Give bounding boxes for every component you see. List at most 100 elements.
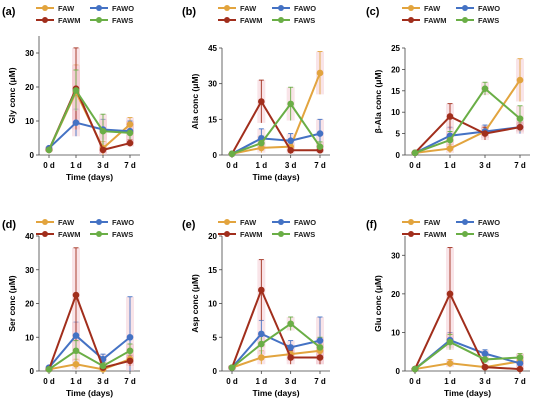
legend-label: FAW (424, 4, 441, 13)
legend-label: FAWM (240, 230, 263, 239)
x-tick-label: 7 d (514, 161, 526, 170)
panel-label: (c) (366, 6, 380, 18)
data-point (126, 129, 134, 137)
data-point (516, 76, 524, 84)
x-axis-title: Time (days) (252, 172, 299, 182)
y-tick-label: 30 (25, 266, 34, 275)
data-point (411, 149, 419, 157)
data-point (258, 98, 265, 105)
data-point (411, 365, 419, 373)
data-point (446, 359, 454, 367)
x-tick-label: 1 d (70, 161, 82, 170)
y-tick-label: 15 (208, 266, 217, 275)
chart-panel-e: (e) FAW FAWO FAWM FAWS 0 5 10 15 20 0 d 1 d 3 d 7 d Ti… (182, 218, 330, 398)
y-axis-title: β-Ala conc (μM) (373, 69, 383, 133)
data-point (45, 366, 53, 373)
data-point (446, 136, 454, 144)
legend-label: FAWS (294, 230, 315, 239)
legend-label: FAWO (294, 218, 316, 227)
data-point (287, 100, 294, 108)
y-tick-label: 0 (30, 367, 35, 376)
data-point (516, 123, 524, 131)
data-point (287, 354, 294, 361)
data-point (316, 143, 324, 150)
data-point (287, 320, 294, 328)
y-tick-label: 0 (213, 367, 218, 376)
series-line-faw (414, 360, 521, 371)
x-tick-label: 7 d (514, 377, 526, 386)
legend-label: FAWS (478, 16, 499, 25)
y-axis-title: Asp conc (μM) (190, 274, 200, 333)
data-point (45, 146, 53, 154)
legend-marker (462, 17, 468, 23)
data-point (258, 286, 265, 294)
data-point (258, 144, 265, 152)
x-tick-label: 0 d (409, 161, 421, 170)
legend-marker (224, 231, 230, 237)
legend-marker (278, 231, 284, 237)
data-point (516, 115, 524, 122)
legend-marker (96, 17, 102, 23)
series-line-faws (414, 340, 521, 370)
legend-label: FAW (240, 4, 257, 13)
data-point (72, 360, 80, 368)
legend-label: FAW (240, 218, 257, 227)
data-point (446, 145, 454, 152)
series-line-faws (48, 88, 131, 151)
x-tick-label: 1 d (256, 161, 268, 170)
legend-marker (278, 5, 284, 11)
legend-marker (408, 5, 414, 11)
chart-panel-a: (a) FAW FAWO FAWM FAWS 0 10 20 30 0 d 1 d 3 d 7 d Tim… (2, 4, 140, 182)
x-axis-title: Time (days) (444, 388, 491, 398)
data-point (72, 87, 80, 94)
y-tick-label: 10 (25, 117, 34, 126)
y-tick-label: 20 (208, 232, 217, 241)
data-point (287, 146, 294, 154)
data-point (99, 362, 107, 370)
y-axis-title: Glu conc (μM) (373, 275, 383, 332)
chart-panel-b: (b) FAW FAWO FAWM FAWS 0 15 30 45 0 d 1 d 3 d 7 d Tim… (182, 4, 330, 182)
data-point (316, 69, 324, 77)
y-tick-label: 20 (391, 290, 400, 299)
x-axis-title: Time (days) (66, 388, 113, 398)
legend-label: FAWS (112, 16, 133, 25)
data-point (287, 344, 294, 351)
data-point (446, 290, 454, 298)
data-point (126, 357, 134, 365)
series-line-fawo (48, 121, 131, 149)
y-tick-label: 30 (25, 49, 34, 58)
legend-marker (462, 231, 468, 237)
data-point (516, 354, 524, 361)
x-tick-label: 7 d (124, 377, 136, 386)
legend-label: FAWS (112, 230, 133, 239)
x-tick-label: 3 d (479, 377, 491, 386)
y-tick-label: 30 (391, 251, 400, 260)
y-tick-label: 0 (396, 367, 401, 376)
data-point (126, 347, 134, 355)
series-line-fawo (48, 334, 131, 369)
x-tick-label: 0 d (226, 161, 238, 170)
legend-label: FAW (424, 218, 441, 227)
y-tick-label: 20 (391, 65, 400, 74)
data-point (481, 356, 489, 363)
legend-label: FAWM (58, 230, 81, 239)
data-point (258, 330, 265, 338)
legend-marker (278, 219, 284, 225)
data-point (481, 130, 489, 137)
data-point (481, 363, 489, 371)
legend-marker (42, 17, 48, 23)
series-line-fawo (231, 332, 321, 369)
data-point (316, 337, 324, 344)
legend-marker (408, 17, 414, 23)
x-tick-label: 1 d (70, 377, 82, 386)
x-tick-label: 0 d (43, 161, 55, 170)
legend-marker (224, 219, 230, 225)
data-point (316, 354, 324, 361)
x-tick-label: 3 d (97, 161, 109, 170)
legend-label: FAWS (294, 16, 315, 25)
legend-marker (96, 219, 102, 225)
y-tick-label: 45 (208, 44, 217, 53)
series-line-fawm (48, 292, 131, 370)
y-tick-label: 40 (25, 232, 34, 241)
